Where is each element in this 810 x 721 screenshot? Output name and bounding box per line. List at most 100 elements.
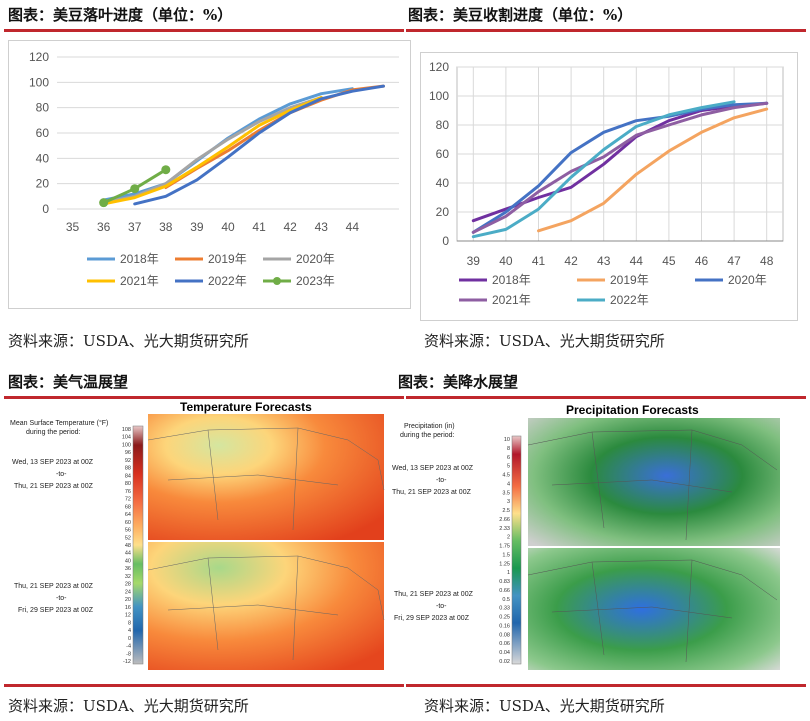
legend-label: 2021年 [120,274,159,288]
legend-label: 2018年 [492,273,531,287]
series-line-2020年 [471,101,769,234]
precipitation-title: 图表：美降水展望 [398,373,519,391]
series-line-2019年 [537,107,769,233]
y-tick-label: 20 [36,177,50,191]
divider-line [406,396,806,399]
temperature-map-period1 [148,414,384,540]
x-tick-label: 44 [630,254,644,268]
scale-label: 0.33 [499,606,510,612]
scale-label: 4 [128,628,131,634]
scale-label: 6 [507,455,510,461]
y-tick-label: 0 [442,234,449,248]
scale-label: 0.04 [499,650,510,656]
legend-label: 2020年 [296,252,335,266]
scale-label: 64 [125,512,131,518]
divider-line [4,684,404,687]
temperature-source: 资料来源：USDA、光大期货研究所 [8,697,249,715]
legend-label: 2022年 [610,293,649,307]
scale-label: 92 [125,458,131,464]
scale-label: 2.5 [502,508,510,514]
scale-label: 8 [128,620,131,626]
precipitation-map-period1 [528,418,780,546]
y-tick-label: 40 [36,151,50,165]
precip-legend-subtitle: during the period: [400,432,455,439]
x-tick-label: 39 [190,220,204,234]
scale-label: 0.83 [499,579,510,585]
temp-period1-end: Thu, 21 SEP 2023 at 00Z [14,483,94,490]
scale-label: 4 [507,481,510,487]
legend-marker [273,277,281,285]
scale-label: 28 [125,582,131,588]
scale-label: 0.06 [499,641,510,647]
precipitation-color-scale [511,435,522,665]
precipitation-map-heading: Precipitation Forecasts [566,403,699,417]
temperature-title: 图表：美气温展望 [8,373,129,391]
scale-label: 3.5 [502,490,510,496]
x-tick-label: 36 [97,220,111,234]
x-tick-label: 40 [499,254,513,268]
scale-label: 96 [125,450,131,456]
precip-period1-start: Wed, 13 SEP 2023 at 00Z [392,465,474,472]
scale-label: 72 [125,497,131,503]
data-point [130,184,140,194]
scale-label: 16 [125,605,131,611]
scale-label: 44 [125,551,131,557]
temp-period1-to: -to- [56,471,67,478]
defoliation-title: 图表：美豆落叶进度（单位：%） [8,6,233,24]
precip-period1-to: -to- [436,477,447,484]
series-line-2019年 [164,84,385,189]
harvest-source: 资料来源：USDA、光大期货研究所 [424,332,665,350]
legend-label: 2018年 [120,252,159,266]
scale-label: 68 [125,504,131,510]
series-line-2022年 [133,84,385,206]
y-tick-label: 80 [436,118,450,132]
precip-legend-title: Precipitation (in) [404,423,455,430]
x-tick-label: 42 [564,254,578,268]
y-tick-label: 40 [436,176,450,190]
temp-period2-start: Thu, 21 SEP 2023 at 00Z [14,583,94,590]
series-line-2022年 [471,100,736,239]
scale-label: -4 [126,644,131,650]
scale-label: 0.02 [499,659,510,665]
scale-label: 108 [122,427,131,433]
scale-label: 2.66 [499,517,510,523]
x-tick-label: 46 [695,254,709,268]
scale-label: 8 [507,446,510,452]
harvest-title: 图表：美豆收割进度（单位：%） [408,6,633,24]
scale-label: 20 [125,597,131,603]
scale-label: 88 [125,466,131,472]
scale-label: 76 [125,489,131,495]
temperature-forecast-map: Temperature Forecasts Mean Surface Tempe… [10,400,385,670]
y-tick-label: 100 [29,75,49,89]
scale-label: 1 [507,570,510,576]
x-tick-label: 39 [467,254,481,268]
scale-label: 2.33 [499,526,510,532]
series-line-2021年 [102,96,323,206]
scale-label: 32 [125,574,131,580]
legend-label: 2023年 [296,274,335,288]
legend-label: 2019年 [208,252,247,266]
temperature-color-scale [132,425,144,665]
x-tick-label: 43 [315,220,329,234]
divider-line [406,684,806,687]
x-tick-label: 38 [159,220,173,234]
scale-label: -8 [126,651,131,657]
legend-label: 2021年 [492,293,531,307]
defoliation-source: 资料来源：USDA、光大期货研究所 [8,332,249,350]
divider-line [4,396,404,399]
y-tick-label: 100 [429,89,449,103]
harvest-chart: 0 20 40 60 80 100 120 39 40 41 42 43 44 45 46 47 48 2018年… [429,60,784,307]
scale-label: 80 [125,481,131,487]
y-tick-label: 60 [36,126,50,140]
legend-label: 2022年 [208,274,247,288]
data-point [161,165,171,175]
scale-label: 36 [125,566,131,572]
scale-label: 0 [128,636,131,642]
data-point [99,198,109,208]
harvest-chart-panel: 0 20 40 60 80 100 120 39 40 41 42 43 44 45 46 47 48 2018年… [420,52,798,321]
series-line-2021年 [471,101,769,234]
precip-period2-to: -to- [436,603,447,610]
scale-label: 1.5 [502,552,510,558]
x-tick-label: 40 [221,220,235,234]
scale-label: 24 [125,589,131,595]
